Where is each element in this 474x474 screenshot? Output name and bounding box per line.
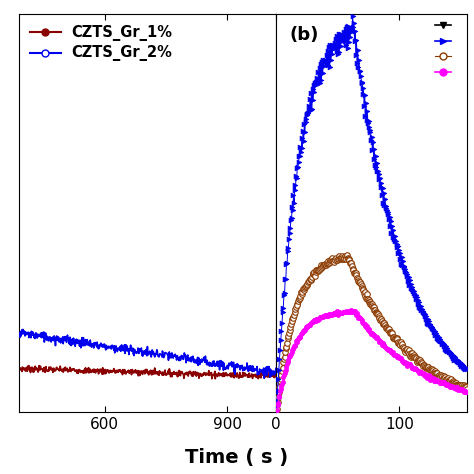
Text: (b): (b) [290, 26, 319, 44]
Legend: CZTS_Gr_1%, CZTS_Gr_2%: CZTS_Gr_1%, CZTS_Gr_2% [26, 21, 177, 66]
Legend: , , , : , , , [434, 20, 461, 79]
Text: Time ( s ): Time ( s ) [185, 448, 289, 467]
